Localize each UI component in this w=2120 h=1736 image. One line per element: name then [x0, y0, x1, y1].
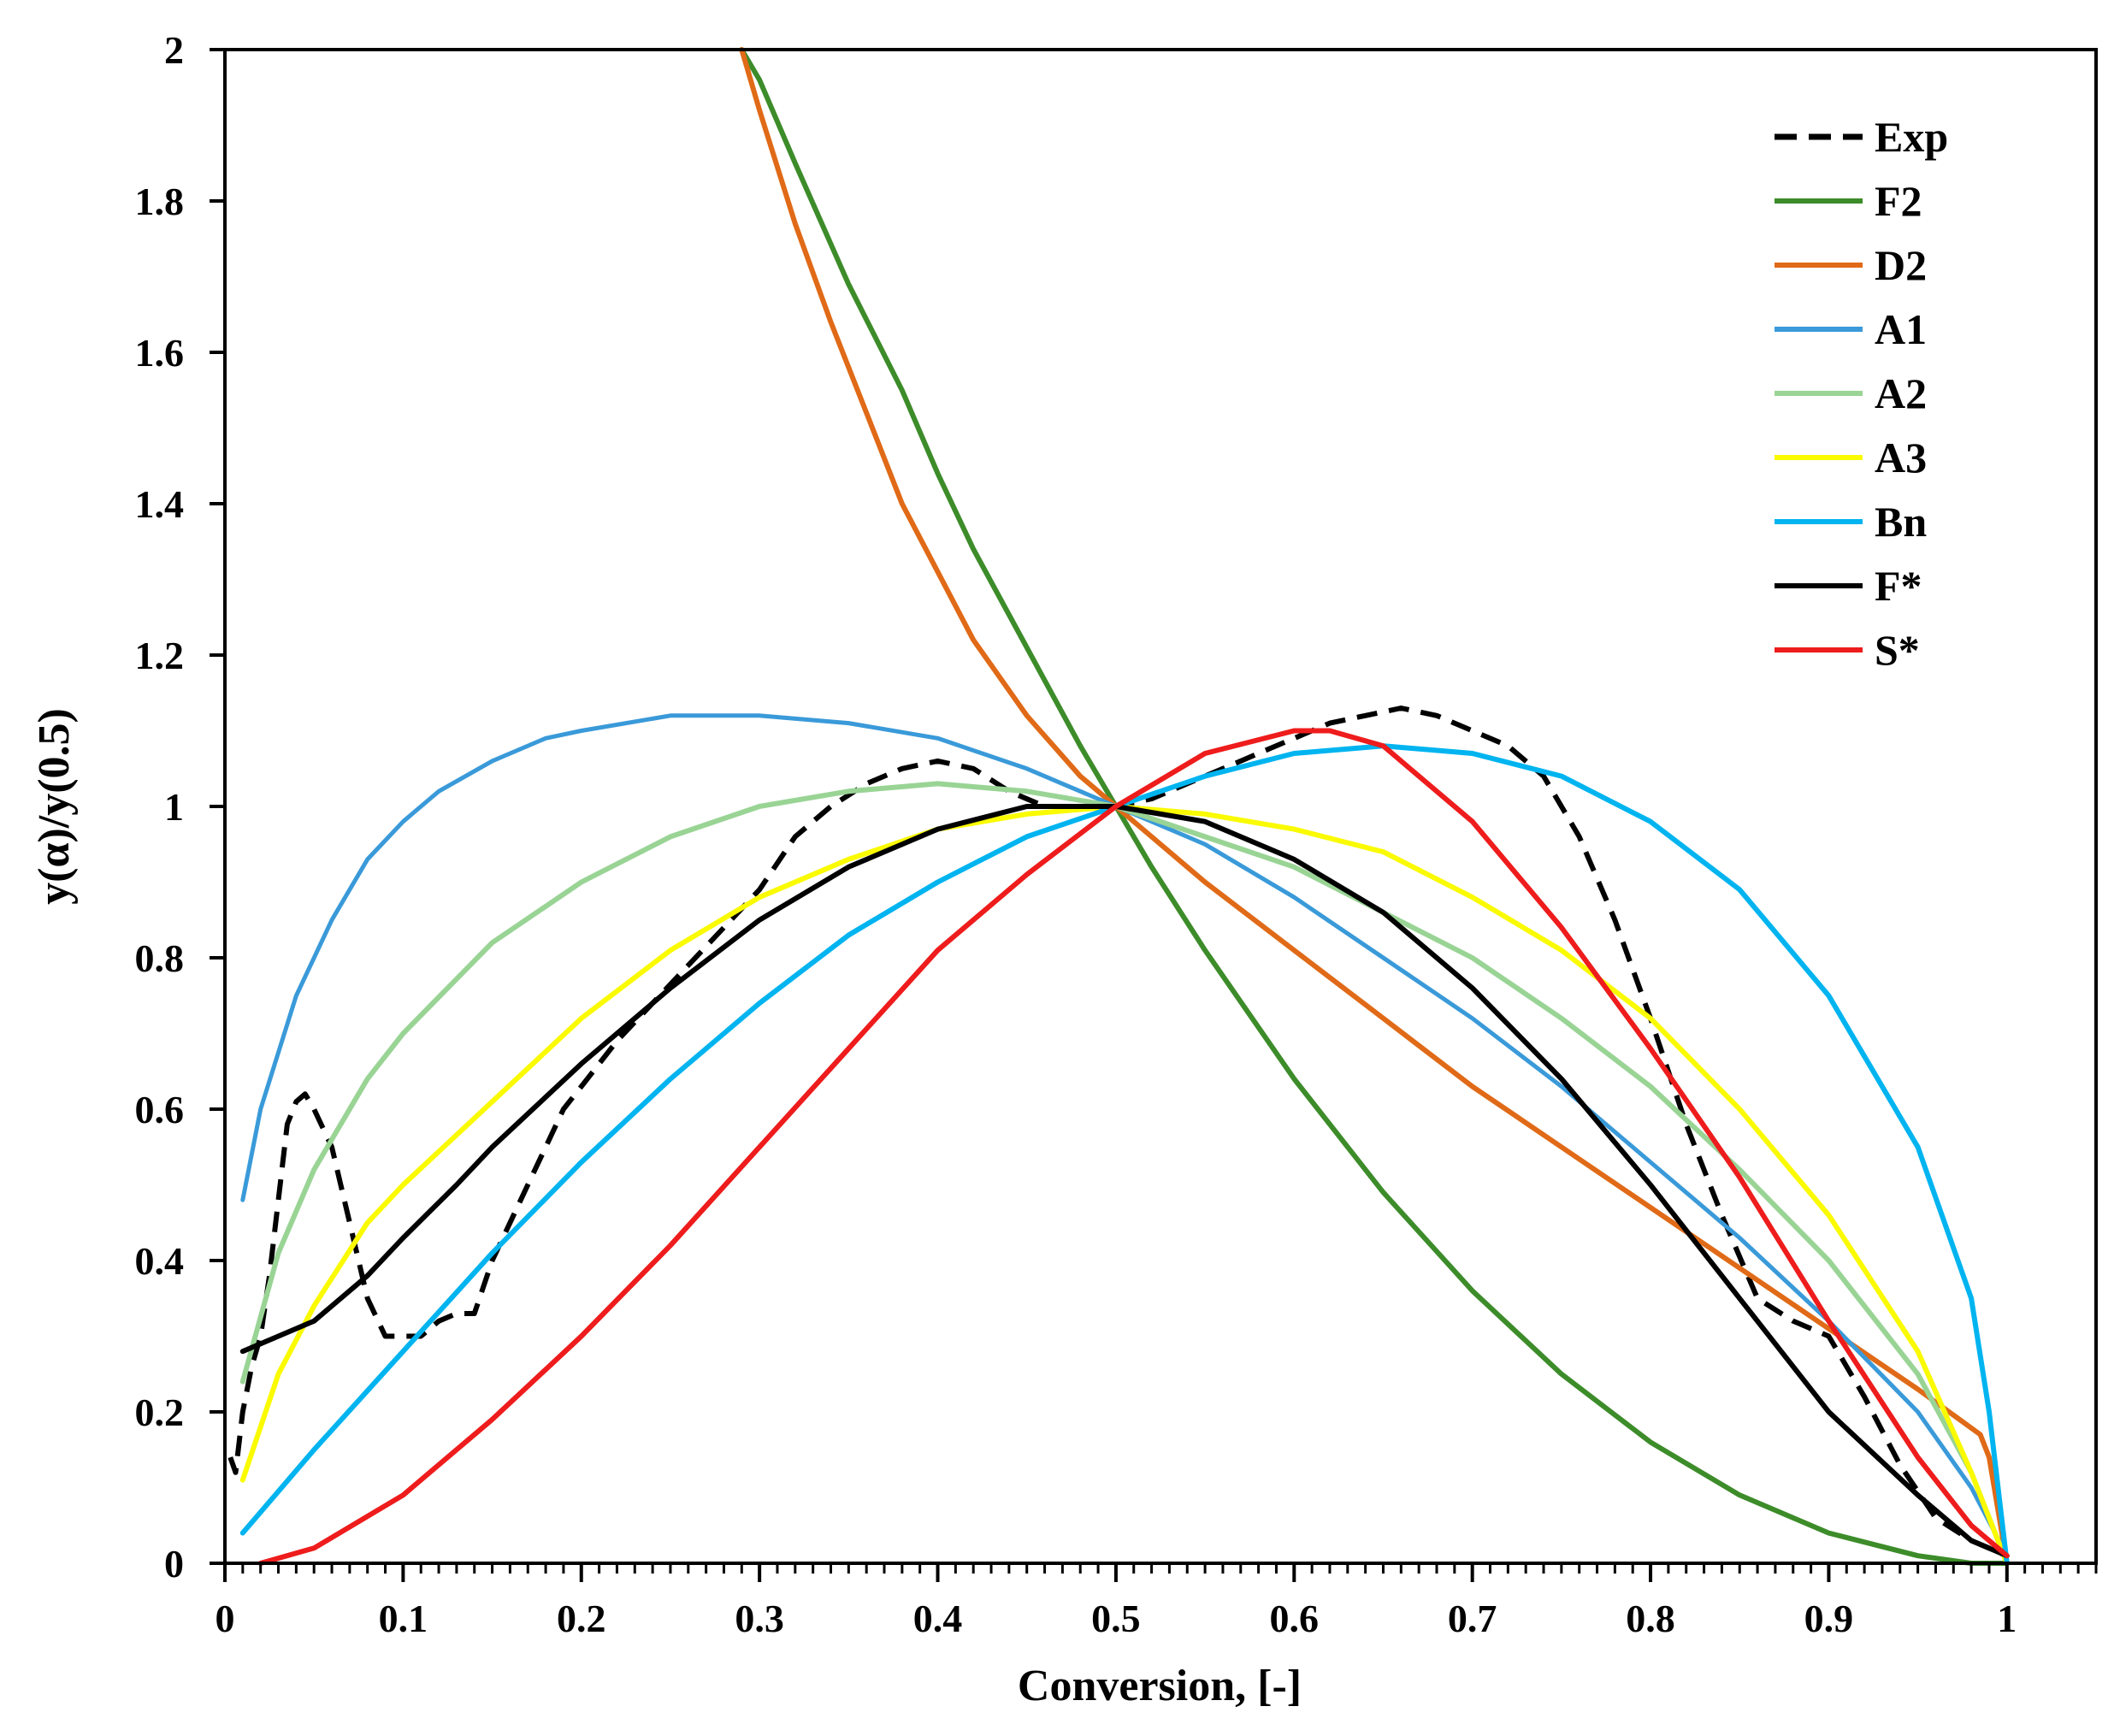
- y-tick-label: 1.6: [135, 331, 185, 375]
- series-line-f2: [739, 47, 2010, 1566]
- y-tick-label: 0: [164, 1542, 184, 1585]
- legend-label: F*: [1875, 562, 1922, 610]
- y-axis: 0 0.2 0.4 0.6 0.8 1 1.2 1.4 1.6 1.8 2: [135, 28, 225, 1585]
- legend-label: F2: [1875, 177, 1922, 225]
- x-tick-label: 0.2: [557, 1597, 606, 1640]
- y-tick-label: 1.8: [135, 180, 185, 223]
- x-tick-label: 0: [216, 1597, 235, 1640]
- y-tick-label: 1: [164, 785, 184, 829]
- series-line-s-star: [257, 728, 2010, 1566]
- legend-label: A3: [1875, 434, 1927, 481]
- y-tick-label: 1.2: [135, 634, 185, 677]
- x-tick-label: 1: [1997, 1597, 2017, 1640]
- legend-label: A2: [1875, 369, 1927, 417]
- x-axis: 0 0.1 0.2 0.3 0.4 0.5 0.6 0.7 0.8 0.9 1: [216, 1563, 2098, 1640]
- series-line-f-star: [239, 804, 2010, 1559]
- x-tick-label: 0.5: [1091, 1597, 1141, 1640]
- y-tick-label: 0.4: [135, 1239, 185, 1283]
- legend: Exp F2 D2 A1 A2 A3 Bn F* S*: [1775, 113, 1948, 674]
- y-tick-label: 0.2: [135, 1391, 185, 1434]
- series-line-a3: [239, 804, 2010, 1566]
- y-tick-label: 1.4: [135, 482, 185, 526]
- legend-label: A1: [1875, 305, 1927, 353]
- x-tick-label: 0.4: [913, 1597, 963, 1640]
- x-tick-label: 0.1: [379, 1597, 428, 1640]
- x-axis-title: Conversion, [-]: [1018, 1662, 1302, 1710]
- y-tick-label: 2: [164, 28, 184, 72]
- x-tick-label: 0.6: [1270, 1597, 1320, 1640]
- series-line-a2: [239, 781, 2010, 1566]
- legend-label: S*: [1875, 626, 1920, 674]
- x-tick-label: 0.8: [1626, 1597, 1675, 1640]
- series-line-bn: [239, 743, 2010, 1566]
- x-tick-label: 0.3: [735, 1597, 784, 1640]
- x-tick-label: 0.9: [1804, 1597, 1854, 1640]
- legend-label: D2: [1875, 241, 1927, 289]
- x-tick-label: 0.7: [1448, 1597, 1497, 1640]
- legend-label: Bn: [1875, 498, 1927, 546]
- series-layer: [227, 47, 2010, 1566]
- y-axis-title: y(α)/y(0.5): [30, 708, 79, 905]
- series-line-a1: [240, 713, 2010, 1558]
- legend-label: Exp: [1875, 113, 1948, 161]
- y-tick-label: 0.6: [135, 1088, 185, 1131]
- y-tick-label: 0.8: [135, 936, 185, 980]
